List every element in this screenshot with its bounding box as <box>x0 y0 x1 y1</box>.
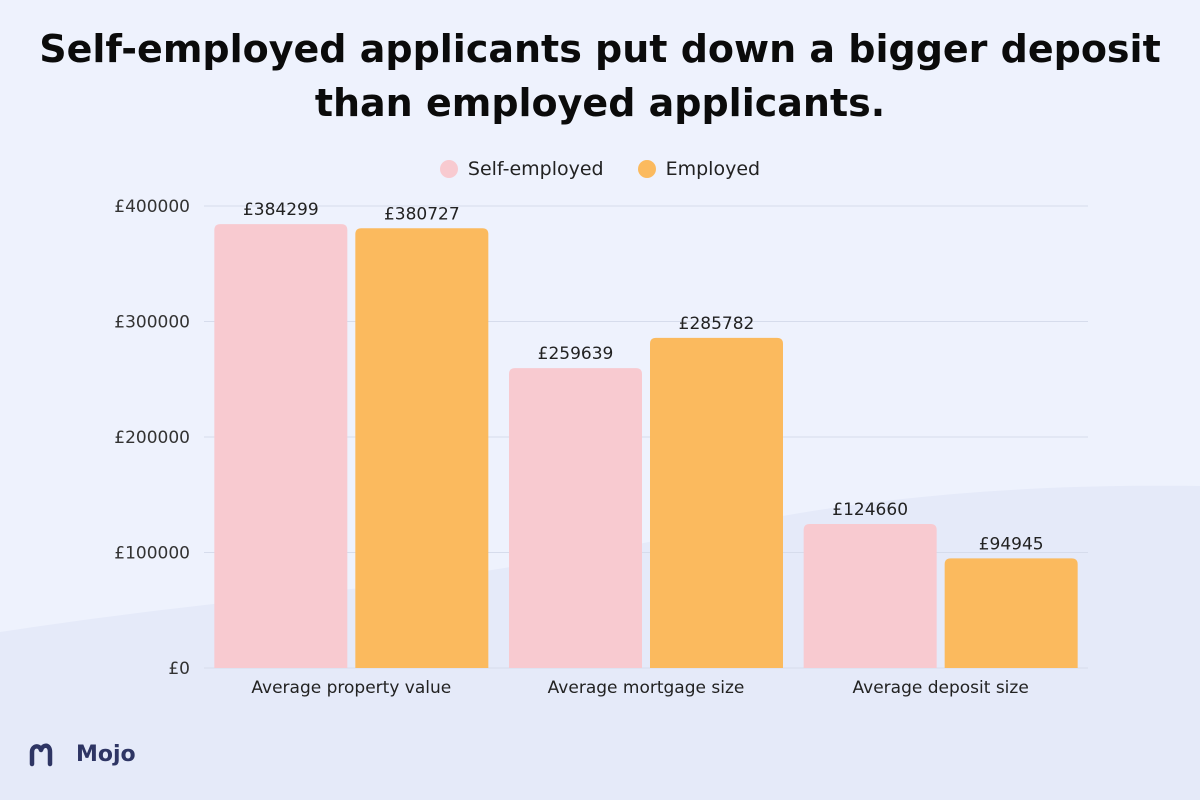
data-label-self-employed-average-deposit-size: £124660 <box>832 500 908 520</box>
y-tick-label: £0 <box>168 659 190 679</box>
data-labels: £384299 £380727 £259639 £285782 £124660 £9494… <box>243 200 1044 554</box>
data-label-employed-average-mortgage-size: £285782 <box>679 314 755 334</box>
chart-title: Self-employed applicants put down a bigg… <box>39 27 1161 125</box>
x-tick-label: Average property value <box>251 678 451 698</box>
bar-self-employed-average-property-value <box>214 224 348 669</box>
data-label-self-employed-average-property-value: £384299 <box>243 200 319 220</box>
brand-logo: Mojo <box>28 740 136 768</box>
y-tick-label: £200000 <box>114 428 190 448</box>
x-tick-label: Average deposit size <box>853 678 1029 698</box>
gridlines <box>204 205 1088 669</box>
data-label-employed-average-property-value: £380727 <box>384 204 460 224</box>
legend-label-employed: Employed <box>665 158 761 180</box>
data-label-employed-average-deposit-size: £94945 <box>979 534 1044 554</box>
y-axis-ticks: £0 £100000 £200000 £300000 £400000 <box>114 197 190 679</box>
legend-item-self-employed: Self-employed <box>439 158 604 180</box>
chart-legend: Self-employed Employed <box>0 158 1200 180</box>
data-label-self-employed-average-mortgage-size: £259639 <box>538 344 614 364</box>
legend-swatch-self-employed <box>439 160 458 178</box>
bar-self-employed-average-deposit-size <box>803 524 937 668</box>
bar-employed-average-deposit-size <box>944 558 1078 668</box>
bar-self-employed-average-mortgage-size <box>509 368 642 668</box>
legend-item-employed: Employed <box>637 158 761 180</box>
x-axis-ticks: Average property value Average mortgage s… <box>251 678 1028 698</box>
legend-swatch-employed <box>637 160 656 178</box>
bars <box>214 224 1078 669</box>
x-tick-label: Average mortgage size <box>548 678 745 698</box>
bar-employed-average-mortgage-size <box>650 337 783 668</box>
legend-label-self-employed: Self-employed <box>467 158 604 180</box>
brand-name: Mojo <box>76 741 136 767</box>
mojo-logo-icon <box>29 743 53 767</box>
y-tick-label: £400000 <box>114 197 190 217</box>
y-tick-label: £100000 <box>114 544 190 564</box>
bar-employed-average-property-value <box>355 228 489 668</box>
y-tick-label: £300000 <box>114 313 190 333</box>
